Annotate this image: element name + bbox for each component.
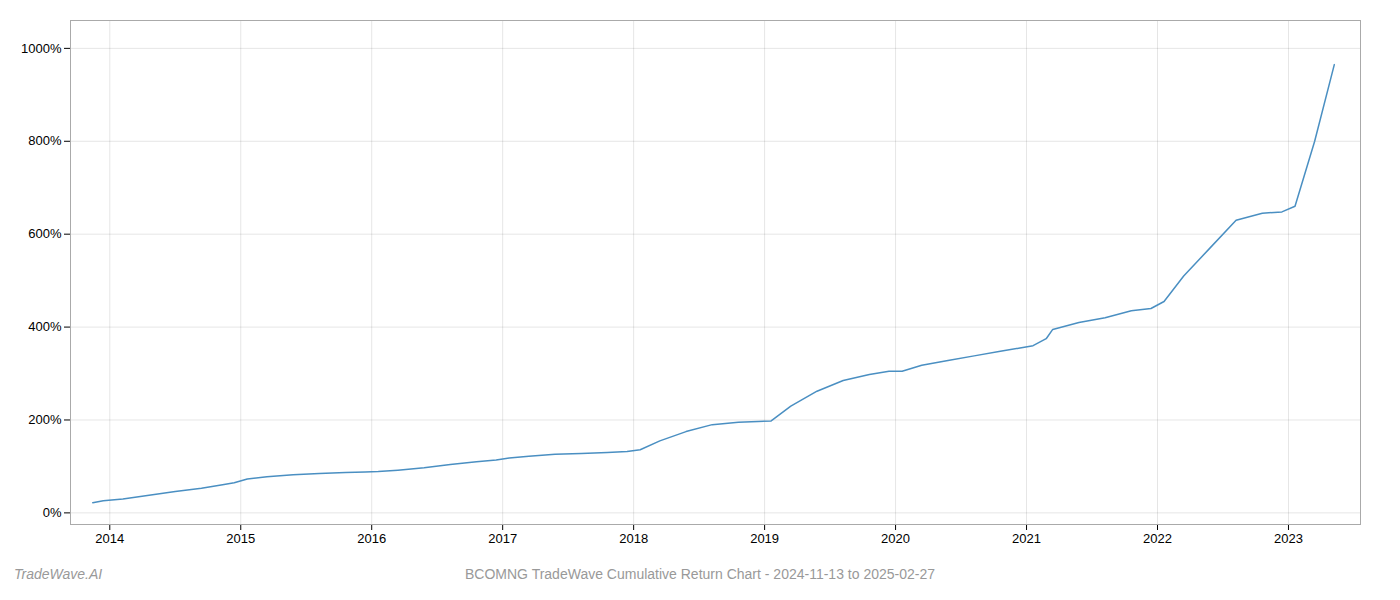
- svg-text:2014: 2014: [95, 531, 124, 546]
- svg-text:2016: 2016: [357, 531, 386, 546]
- svg-text:600%: 600%: [28, 226, 62, 241]
- svg-text:2020: 2020: [881, 531, 910, 546]
- svg-text:0%: 0%: [43, 505, 62, 520]
- svg-text:200%: 200%: [28, 412, 62, 427]
- svg-text:2021: 2021: [1012, 531, 1041, 546]
- html-text:TradeWave.AI: TradeWave.AI: [14, 566, 103, 582]
- svg-text:400%: 400%: [28, 319, 62, 334]
- svg-text:2019: 2019: [750, 531, 779, 546]
- svg-text:800%: 800%: [28, 133, 62, 148]
- html-text:BCOMNG TradeWave Cumulative Re: BCOMNG TradeWave Cumulative Return Chart…: [465, 566, 935, 582]
- svg-text:2015: 2015: [226, 531, 255, 546]
- svg-text:1000%: 1000%: [21, 41, 62, 56]
- svg-text:2023: 2023: [1274, 531, 1303, 546]
- svg-text:2017: 2017: [488, 531, 517, 546]
- svg-text:2018: 2018: [619, 531, 648, 546]
- svg-text:2022: 2022: [1143, 531, 1172, 546]
